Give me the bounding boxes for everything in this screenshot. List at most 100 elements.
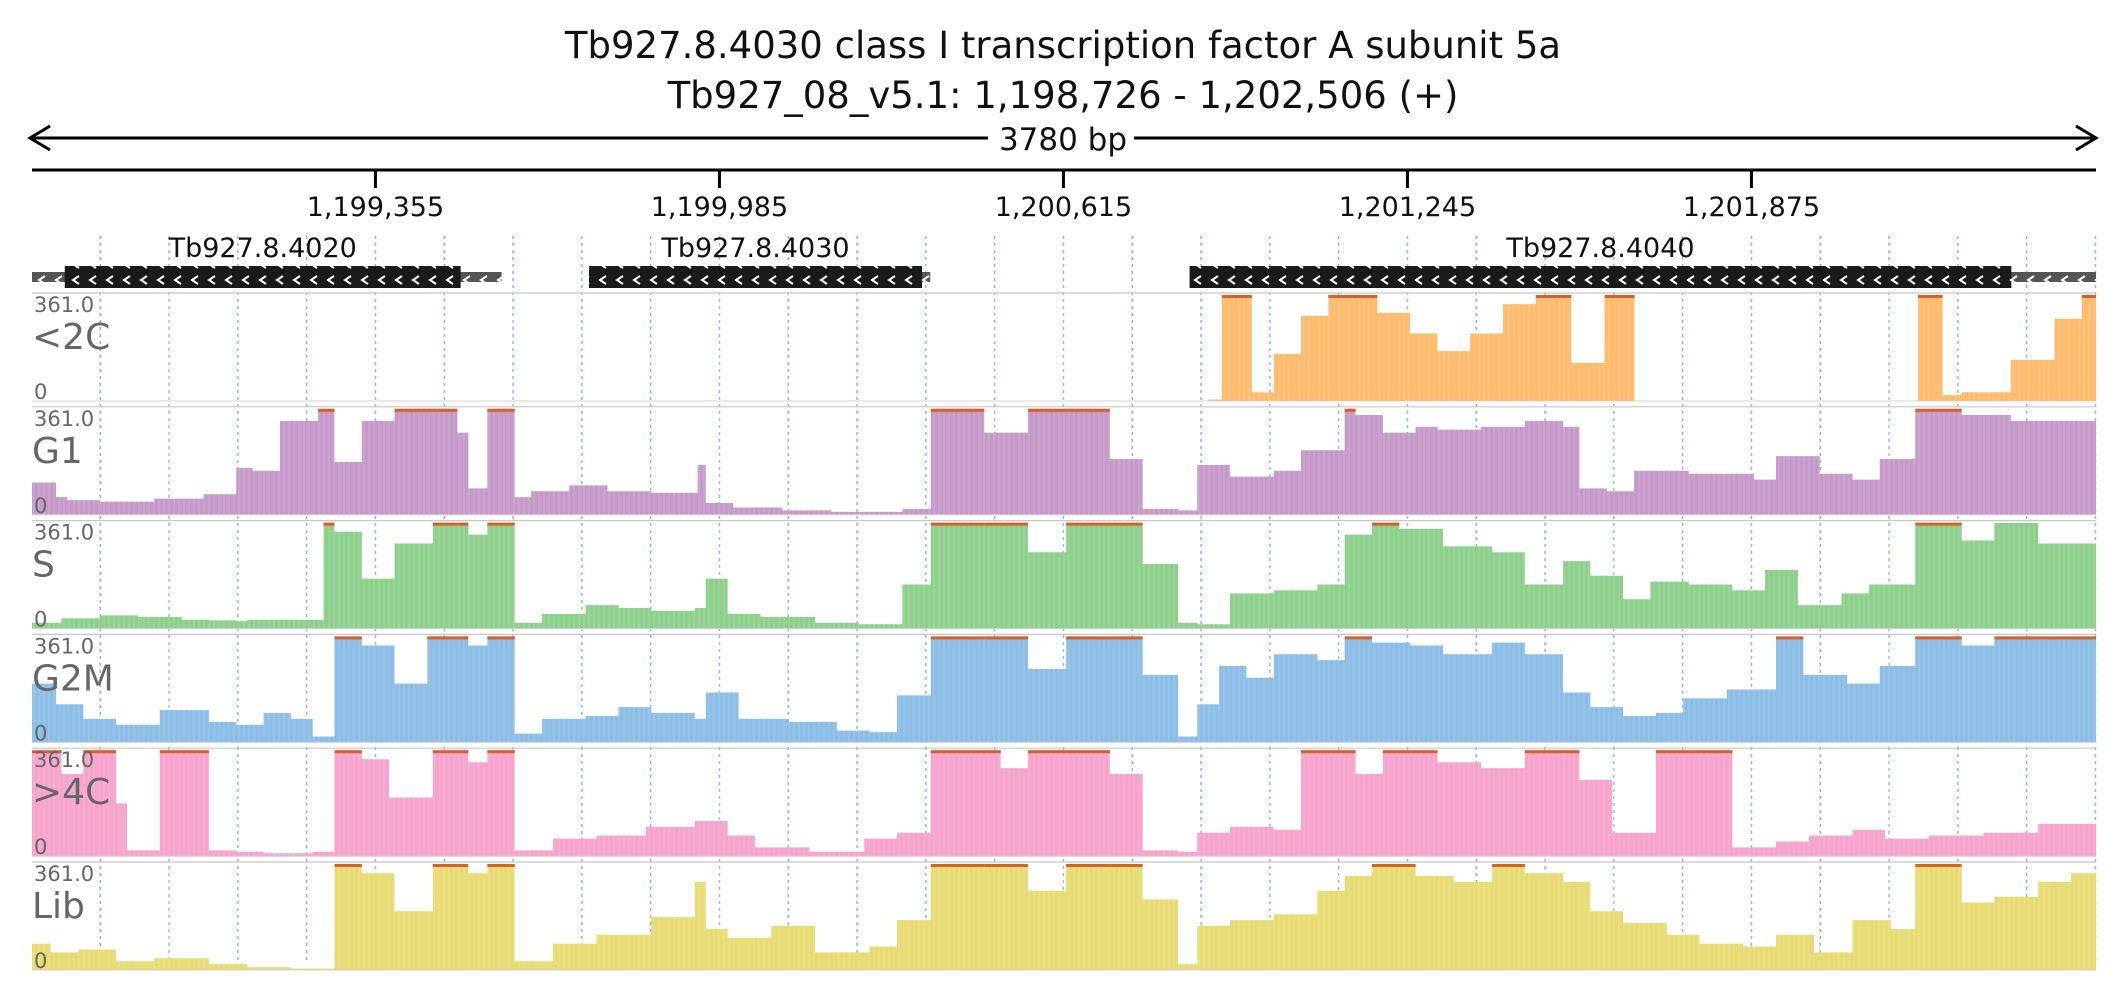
clipping-marker [432, 522, 458, 526]
track-min-label: 0 [34, 835, 47, 859]
gene-model: Tb927.8.4020 [32, 233, 502, 288]
clipping-marker [1344, 636, 1372, 640]
coverage-area [32, 636, 2096, 743]
coverage-track: 361.0<2C 0 [32, 292, 2096, 404]
clipping-marker [930, 750, 968, 754]
track-max-label: 361.0 [34, 748, 94, 772]
span-indicator: 3780 bp [27, 122, 2099, 158]
clipping-marker [930, 636, 985, 640]
x-tick-label: 1,199,985 [651, 192, 788, 223]
clipping-marker [967, 750, 1001, 754]
track-name: G2M [32, 658, 114, 699]
clipping-marker [2081, 295, 2096, 298]
clipping-marker [487, 636, 510, 640]
clipping-marker [509, 636, 515, 640]
clipping-marker [83, 750, 117, 754]
clipping-marker [487, 408, 510, 412]
track-name: <2C [32, 317, 110, 358]
left-arrowhead [27, 124, 51, 152]
clipping-marker [1994, 636, 2039, 640]
clipping-marker [427, 636, 458, 640]
coverage-area [1915, 295, 2096, 401]
clipping-marker [334, 864, 362, 867]
chart-subtitle: Tb927_08_v5.1: 1,198,726 - 1,202,506 (+) [667, 74, 1459, 117]
clipping-marker [984, 864, 1028, 867]
coverage-tracks: 361.0<2C0361.0G10361.0S0361.0G2M0361.0>4… [32, 292, 2096, 973]
track-name: >4C [32, 772, 110, 813]
clipping-marker [509, 408, 515, 412]
coverage-area [32, 408, 2096, 515]
clipping-marker [457, 864, 469, 867]
clipping-marker [432, 750, 458, 754]
gene-strand-chevrons [32, 266, 502, 288]
clipping-marker [457, 522, 469, 526]
clipping-marker [432, 864, 458, 867]
coverage-track: 361.0S 0 [32, 519, 2096, 632]
clipping-marker [457, 750, 469, 754]
clipping-marker [1322, 750, 1356, 754]
clipping-marker [1109, 864, 1143, 867]
clipping-marker [1066, 864, 1110, 867]
clipping-marker [930, 408, 941, 412]
track-min-label: 0 [34, 380, 47, 404]
clipping-marker [1915, 636, 1962, 640]
clipping-marker [1066, 408, 1110, 412]
coordinate-ticks: 1,199,355 1,199,985 1,200,615 1,201,245 1,20… [307, 170, 1820, 223]
clipping-marker [1066, 636, 1110, 640]
clipping-marker [930, 864, 985, 867]
clipping-marker [1410, 750, 1438, 754]
clipping-marker [1634, 295, 1635, 298]
clipping-marker [1027, 408, 1067, 412]
clipping-marker [509, 522, 515, 526]
x-tick-label: 1,199,355 [307, 192, 444, 223]
clipping-marker [1350, 295, 1378, 298]
clipping-marker [159, 750, 182, 754]
clipping-marker [318, 408, 335, 412]
clipping-marker [509, 864, 515, 867]
clipping-marker [1915, 864, 1962, 867]
coverage-area [32, 522, 2096, 629]
clipping-marker [432, 408, 458, 412]
clipping-marker [1915, 522, 1962, 526]
clipping-marker [984, 636, 1028, 640]
track-max-label: 361.0 [34, 862, 94, 886]
x-tick-label: 1,201,245 [1339, 192, 1476, 223]
clipping-marker [1915, 408, 1962, 412]
clipping-marker [1027, 750, 1067, 754]
clipping-marker [1917, 295, 1940, 298]
clipping-marker [1371, 864, 1416, 867]
track-min-label: 0 [34, 949, 47, 973]
clipping-marker [394, 408, 433, 412]
clipping-marker [32, 750, 62, 754]
clipping-marker [1300, 750, 1323, 754]
clipping-marker [1221, 295, 1228, 298]
clipping-marker [1776, 636, 1804, 640]
x-tick-label: 1,200,615 [995, 192, 1132, 223]
clipping-marker [1939, 295, 1943, 298]
clipping-marker [940, 408, 985, 412]
clipping-marker [323, 522, 335, 526]
coverage-track: 361.0G1 0 [32, 406, 2096, 518]
clipping-marker [1227, 295, 1252, 298]
clipping-marker [930, 522, 985, 526]
clipping-marker [1688, 750, 1733, 754]
span-length-label: 3780 bp [999, 122, 1127, 158]
clipping-marker [334, 750, 362, 754]
right-arrowhead [2075, 124, 2099, 152]
clipping-marker [1328, 295, 1351, 298]
track-min-label: 0 [34, 608, 47, 632]
track-min-label: 0 [34, 494, 47, 518]
track-name: Lib [32, 886, 85, 927]
coverage-track: 361.0>4C 0 [32, 747, 2096, 859]
coverage-area [1178, 295, 1635, 401]
clipping-marker [984, 522, 1028, 526]
gene-model: Tb927.8.4040 [1189, 233, 2096, 288]
clipping-marker [1382, 750, 1411, 754]
clipping-marker [1604, 295, 1635, 298]
clipping-marker [1563, 750, 1580, 754]
clipping-marker [1066, 522, 1110, 526]
clipping-marker [1371, 522, 1400, 526]
clipping-marker [487, 522, 510, 526]
